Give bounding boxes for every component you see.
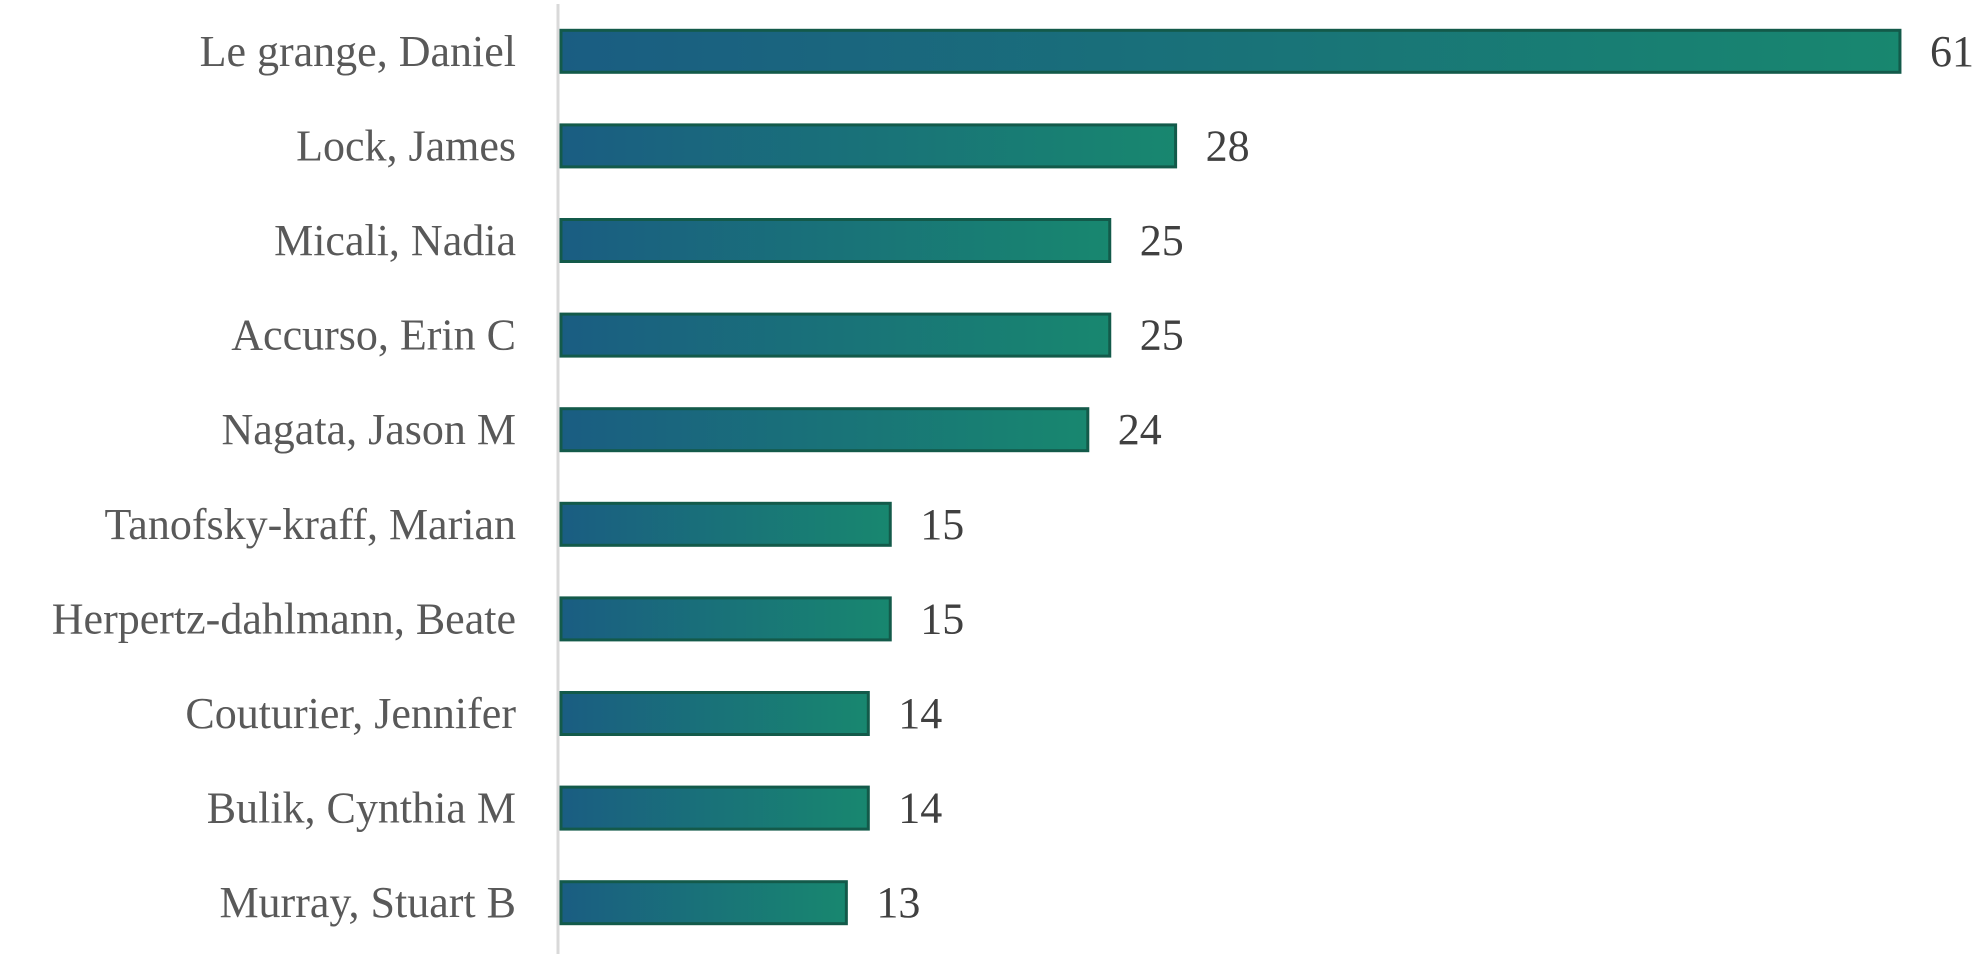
category-label: Le grange, Daniel: [200, 27, 516, 76]
bar: [559, 501, 892, 547]
value-label: 15: [920, 500, 964, 549]
category-label: Lock, James: [296, 121, 516, 170]
value-labels: 61 28 25 25 24 15 15 14 14 13: [876, 27, 1974, 927]
category-labels: Le grange, Daniel Lock, James Micali, Nadi…: [52, 27, 517, 927]
category-label: Accurso, Erin C: [231, 311, 516, 360]
value-label: 25: [1140, 216, 1184, 265]
value-label: 13: [876, 878, 920, 927]
value-label: 14: [898, 784, 942, 833]
bar: [559, 218, 1112, 263]
category-label: Herpertz-dahlmann, Beate: [52, 594, 516, 643]
value-label: 14: [898, 689, 942, 738]
value-label: 61: [1930, 27, 1974, 76]
bar: [559, 596, 892, 642]
category-label: Couturier, Jennifer: [185, 689, 516, 738]
bar: [559, 691, 870, 736]
bars-layer: [559, 28, 1902, 926]
value-label: 15: [920, 594, 964, 643]
value-label: 28: [1206, 121, 1250, 170]
bar: [559, 28, 1902, 74]
value-label: 24: [1118, 405, 1162, 454]
bar: [559, 407, 1090, 453]
value-label: 25: [1140, 311, 1184, 360]
category-label: Micali, Nadia: [274, 216, 516, 265]
bar: [559, 880, 848, 926]
bar: [559, 785, 870, 831]
category-label: Bulik, Cynthia M: [207, 784, 516, 833]
bar: [559, 123, 1178, 169]
category-label: Murray, Stuart B: [219, 878, 516, 927]
category-label: Tanofsky-kraff, Marian: [104, 500, 516, 549]
bar: [559, 312, 1112, 358]
category-label: Nagata, Jason M: [222, 405, 517, 454]
